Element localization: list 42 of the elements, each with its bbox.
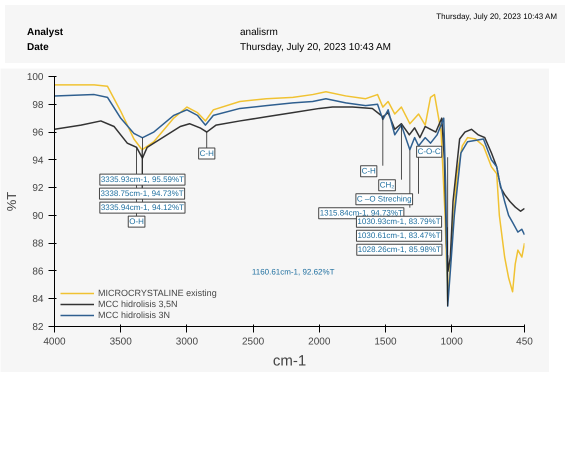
- y-tick-label: 82: [32, 322, 44, 333]
- x-axis-title: cm-1: [272, 352, 306, 370]
- annotation: 1315.84cm-1, 94.73%T: [320, 208, 403, 218]
- y-tick-label: 92: [32, 183, 44, 194]
- annotation: C-O-C: [418, 147, 441, 156]
- legend-label: MCC hidrolisis 3,5N: [98, 299, 178, 309]
- y-axis-title: %T: [4, 192, 19, 212]
- annotation: 1030.61cm-1, 83.47%T: [357, 231, 441, 240]
- annotation: C-H: [362, 166, 376, 176]
- x-tick-label: 3500: [110, 336, 132, 348]
- x-tick-label: 2000: [308, 336, 331, 348]
- annotation: CH₂: [380, 180, 394, 190]
- annotation: O-H: [129, 217, 144, 226]
- annotation: 3335.93cm-1, 95.59%T: [100, 175, 184, 184]
- text: Thursday, July 20, 2023 10:43 AM: [436, 11, 557, 22]
- annotation: 3335.94cm-1, 94.12%T: [100, 203, 184, 212]
- text: Date: [27, 42, 49, 53]
- chart-subtitle: Thursday, July 20, 2023 10:43 AM: [240, 42, 392, 53]
- x-tick-label: 1000: [440, 336, 464, 348]
- y-tick-label: 96: [32, 128, 44, 139]
- y-tick-label: 100: [26, 72, 44, 83]
- annotation: 1160.61cm-1, 92.62%T: [252, 268, 335, 276]
- x-tick-label: 2500: [242, 336, 265, 348]
- y-tick-label: 98: [32, 100, 44, 111]
- x-tick-label: 4000: [43, 336, 66, 348]
- x-tick-label: 450: [516, 336, 534, 348]
- legend-label: MICROCRYSTALINE existing: [98, 288, 217, 298]
- y-tick-label: 94: [32, 155, 44, 166]
- y-tick-label: 84: [32, 294, 44, 306]
- y-tick-label: 90: [32, 210, 44, 222]
- annotation: 1030.93cm-1, 83.79%T: [357, 217, 441, 226]
- text: Analyst: [27, 27, 64, 38]
- y-tick-label: 88: [32, 238, 44, 250]
- annotation: C-H: [200, 149, 214, 158]
- annotation: 3338.75cm-1, 94.73%T: [100, 189, 184, 198]
- x-tick-label: 3000: [176, 336, 198, 348]
- x-tick-label: 1500: [374, 336, 398, 348]
- chart-title: analisrm: [240, 27, 278, 38]
- y-tick-label: 86: [32, 266, 44, 278]
- legend-label: MCC hidrolisis 3N: [98, 310, 170, 320]
- annotation: C –O Streching: [356, 194, 412, 204]
- annotation: 1028.26cm-1, 85.98%T: [358, 245, 442, 254]
